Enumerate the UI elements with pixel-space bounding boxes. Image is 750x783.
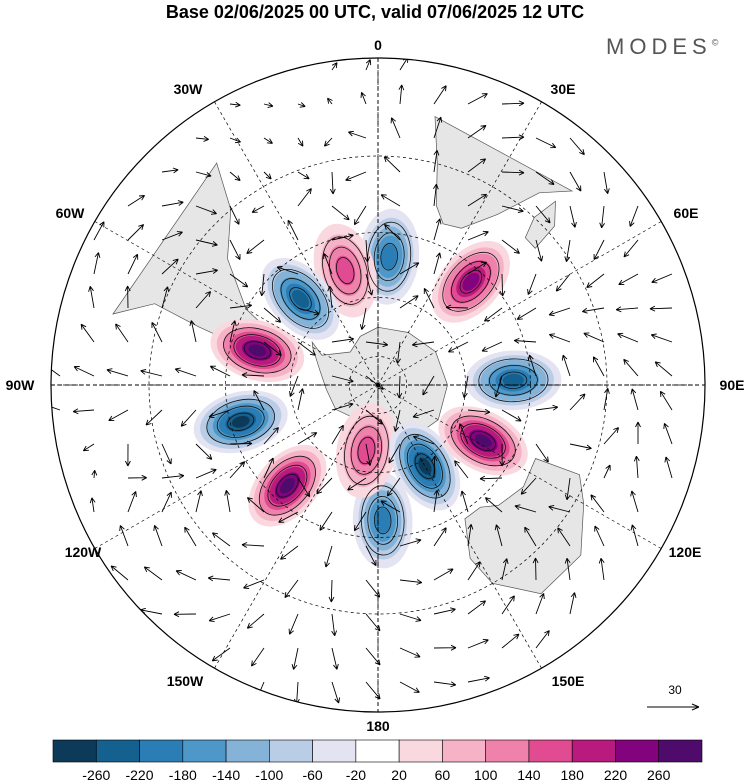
colorbar-segment <box>658 739 703 763</box>
vector-reference-key: 30 <box>647 683 700 711</box>
colorbar: -260 -220 -180 -140 -100 -60 -20 20 60 100 140 180 2… <box>52 739 703 783</box>
colorbar-segment <box>139 739 184 763</box>
colorbar-segment <box>269 739 313 763</box>
contour-neg-85E <box>478 358 549 403</box>
lon-label-150e: 150E <box>552 673 585 689</box>
colorbar-segment <box>485 739 530 763</box>
colorbar-tick-label: -180 <box>169 767 197 783</box>
graticule <box>51 58 705 712</box>
colorbar-segment <box>95 739 140 763</box>
colorbar-segment <box>225 739 270 763</box>
colorbar-tick-label: 260 <box>647 767 671 783</box>
lon-label-60w: 60W <box>56 205 86 221</box>
lon-label-0: 0 <box>374 37 382 53</box>
colorbar-segment <box>615 739 660 763</box>
colorbar-tick-label: 100 <box>474 767 498 783</box>
lon-label-120w: 120W <box>65 544 102 560</box>
lon-label-150w: 150W <box>167 673 204 689</box>
colorbar-segment <box>52 739 97 763</box>
lon-label-120e: 120E <box>669 544 702 560</box>
colorbar-segment <box>182 739 227 763</box>
colorbar-segment <box>355 739 400 763</box>
colorbar-tick-label: 20 <box>391 767 407 783</box>
contour-neg-40W <box>272 269 329 329</box>
contour-pos-140W <box>258 455 316 516</box>
colorbar-tick-label: -140 <box>212 767 240 783</box>
lon-label-90e: 90E <box>720 377 745 393</box>
longitude-labels: 0 30E 60E 90E 120E 150E 180 150W 120W 90W 60W 30W <box>6 37 745 734</box>
contour-neg-105W <box>206 398 275 445</box>
contour-pos-70W <box>223 327 292 374</box>
colorbar-tick-label: -60 <box>302 767 322 783</box>
lon-label-30e: 30E <box>551 81 576 97</box>
lon-label-30w: 30W <box>174 81 204 97</box>
map-border <box>50 57 706 713</box>
colorbar-tick-label: 180 <box>561 767 585 783</box>
lon-label-60e: 60E <box>674 205 699 221</box>
colorbar-tick-label: -100 <box>255 767 283 783</box>
land-mass <box>464 458 585 595</box>
brand-logo: MODES© <box>606 34 718 60</box>
colorbar-segment <box>398 739 443 763</box>
contour-pos-20W <box>322 236 369 305</box>
land-mass <box>524 200 556 249</box>
brand-mark: © <box>711 37 719 48</box>
wind-vectors <box>51 58 673 705</box>
brand-name: MODES <box>606 34 712 59</box>
contour-layer <box>206 221 549 556</box>
colorbar-tick-label: 60 <box>435 767 451 783</box>
lon-label-90w: 90W <box>6 377 36 393</box>
vector-reference-value: 30 <box>668 683 682 697</box>
colorbar-segment <box>571 739 616 763</box>
contour-pos-165W <box>344 415 389 486</box>
colorbar-tick-label: -20 <box>346 767 366 783</box>
contour-neg-170E <box>360 485 405 556</box>
colorbar-tick-label: -260 <box>82 767 110 783</box>
colorbar-segment <box>528 739 573 763</box>
map-title: Base 02/06/2025 00 UTC, valid 07/06/2025… <box>165 2 585 22</box>
contour-neg-0E <box>367 221 412 292</box>
anomaly-neg-105W <box>193 390 288 454</box>
colorbar-segment <box>312 739 357 763</box>
lon-label-180: 180 <box>366 718 390 734</box>
anomaly-pos-70W <box>210 318 305 382</box>
colorbar-tick-label: 220 <box>604 767 628 783</box>
colorbar-segment <box>442 739 486 763</box>
colorbar-tick-label: -220 <box>125 767 153 783</box>
colorbar-tick-label: 140 <box>517 767 541 783</box>
